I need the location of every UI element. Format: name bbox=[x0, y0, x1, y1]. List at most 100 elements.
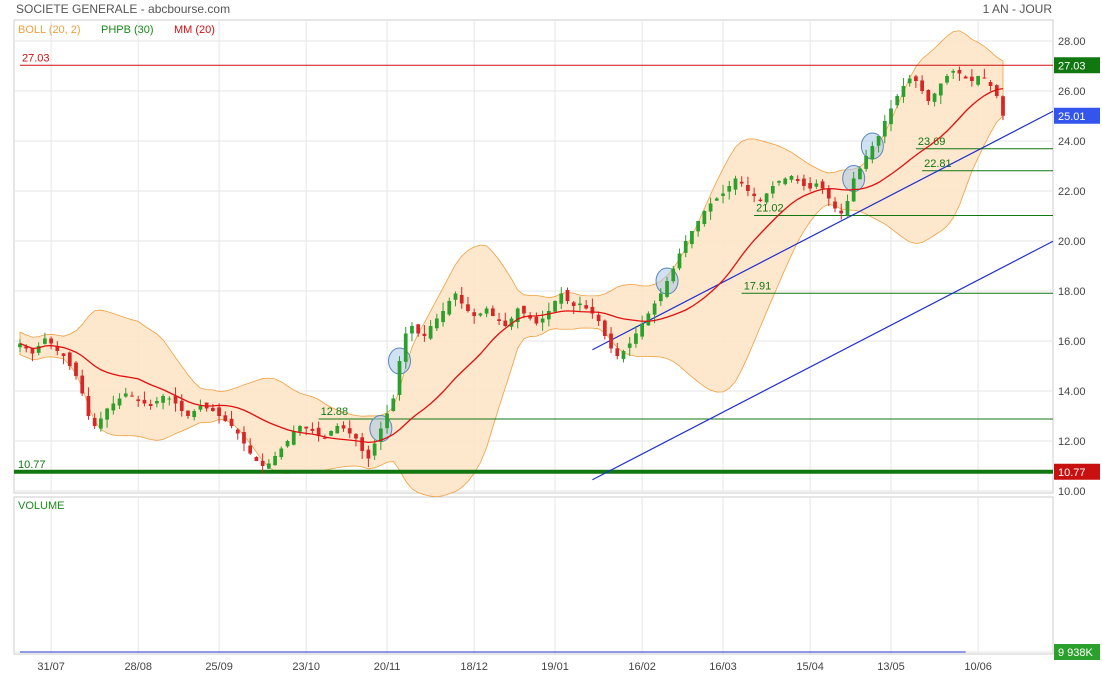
legend-mm: MM (20) bbox=[174, 24, 215, 36]
candle-body bbox=[86, 395, 91, 416]
candle-body bbox=[889, 108, 893, 125]
candle-body bbox=[366, 449, 371, 459]
candle-body bbox=[534, 316, 539, 324]
candle-body bbox=[714, 198, 719, 201]
date-tick-label: 16/02 bbox=[628, 661, 656, 673]
candle-body bbox=[211, 407, 215, 411]
candle-body bbox=[167, 398, 172, 400]
candle-body bbox=[802, 178, 806, 186]
price-tick-label: 20.00 bbox=[1058, 236, 1086, 248]
candle-body bbox=[36, 346, 41, 353]
candle-body bbox=[99, 418, 103, 429]
candle-body bbox=[528, 315, 533, 319]
candle-body bbox=[870, 146, 875, 160]
candle-body bbox=[117, 398, 122, 406]
candle-body bbox=[198, 406, 203, 410]
level-label-23.69: 23.69 bbox=[918, 136, 946, 148]
candle-body bbox=[515, 308, 520, 323]
price-tick-label: 10.00 bbox=[1058, 486, 1086, 498]
candle-body bbox=[266, 463, 271, 469]
last-volume-tag: 9 938K bbox=[1058, 647, 1094, 659]
candle-body bbox=[739, 181, 744, 184]
candle-body bbox=[845, 201, 850, 216]
candle-body bbox=[235, 429, 240, 434]
last-price-tag-box bbox=[1054, 107, 1100, 124]
candle-body bbox=[820, 181, 825, 189]
candle-body bbox=[360, 437, 365, 451]
candle-body bbox=[914, 76, 918, 81]
candle-body bbox=[478, 313, 483, 316]
candle-body bbox=[578, 303, 582, 306]
candle-body bbox=[702, 211, 707, 225]
price-tick-label: 22.00 bbox=[1058, 186, 1086, 198]
candle-body bbox=[926, 90, 931, 101]
candle-body bbox=[18, 343, 22, 348]
date-tick-label: 19/01 bbox=[541, 661, 569, 673]
candle-body bbox=[497, 319, 501, 321]
candle-body bbox=[434, 318, 439, 329]
candle-body bbox=[553, 301, 557, 312]
candle-body bbox=[304, 426, 309, 429]
candle-body bbox=[677, 253, 682, 269]
candle-body bbox=[970, 76, 974, 81]
date-tick-label: 10/06 bbox=[964, 661, 992, 673]
price-axis: 10.00 12.00 14.00 16.00 18.00 20.00 22.00 24.00… bbox=[1054, 36, 1100, 660]
candle-body bbox=[683, 241, 688, 253]
candle-body bbox=[839, 210, 844, 214]
candle-body bbox=[746, 185, 750, 191]
candle-body bbox=[179, 400, 184, 411]
candle-body bbox=[932, 93, 937, 102]
candle-body bbox=[223, 415, 228, 421]
candle-body bbox=[858, 168, 862, 180]
candle-body bbox=[490, 308, 495, 316]
candle-body bbox=[988, 82, 993, 86]
candle-body bbox=[789, 176, 794, 180]
legend-boll: BOLL (20, 2) bbox=[18, 24, 81, 36]
date-tick-label: 15/04 bbox=[796, 661, 824, 673]
candle-body bbox=[111, 403, 116, 411]
price-tick-label: 28.00 bbox=[1058, 36, 1086, 48]
candle-body bbox=[347, 428, 352, 434]
trend-channel-upper bbox=[592, 110, 1054, 351]
legend-phpb: PHPB (30) bbox=[101, 24, 154, 36]
candle-body bbox=[615, 348, 620, 356]
candle-body bbox=[105, 408, 109, 420]
candle-body bbox=[316, 427, 321, 436]
price-tick-label: 24.00 bbox=[1058, 136, 1086, 148]
candle-body bbox=[186, 410, 190, 416]
candle-body bbox=[416, 324, 421, 334]
candle-body bbox=[229, 418, 234, 426]
support-tag-box bbox=[1054, 463, 1100, 480]
moving-average-line bbox=[19, 87, 1004, 444]
candle-body bbox=[982, 77, 987, 79]
candle-body bbox=[61, 353, 66, 356]
trend-channel-lower bbox=[592, 240, 1054, 481]
candle-body bbox=[571, 302, 576, 306]
candle-body bbox=[758, 199, 763, 201]
candle-body bbox=[410, 326, 414, 334]
date-axis: 31/07 28/08 25/09 23/10 20/11 18/12 19/01 16/02… bbox=[37, 661, 992, 673]
level-label-17.91: 17.91 bbox=[744, 280, 772, 292]
candle-body bbox=[441, 311, 445, 323]
candle-body bbox=[783, 178, 788, 185]
candle-body bbox=[522, 305, 526, 314]
candle-body bbox=[335, 426, 340, 434]
volume-panel bbox=[13, 496, 1054, 655]
candle-body bbox=[385, 413, 389, 429]
candle-body bbox=[161, 396, 165, 403]
date-tick-label: 23/10 bbox=[292, 661, 320, 673]
trend-channel bbox=[592, 110, 1054, 481]
candle-body bbox=[764, 193, 769, 203]
candle-body bbox=[484, 308, 489, 314]
price-tick-label: 26.00 bbox=[1058, 86, 1086, 98]
candle-body bbox=[696, 221, 701, 232]
date-tick-label: 13/05 bbox=[877, 661, 905, 673]
candle-body bbox=[354, 434, 358, 439]
chart-title: SOCIETE GENERALE - abcbourse.com bbox=[16, 2, 230, 16]
level-label-22.81: 22.81 bbox=[924, 158, 952, 170]
date-tick-label: 20/11 bbox=[374, 661, 401, 673]
candle-body bbox=[994, 85, 999, 96]
candle-body bbox=[217, 407, 221, 416]
candles bbox=[18, 66, 1005, 474]
